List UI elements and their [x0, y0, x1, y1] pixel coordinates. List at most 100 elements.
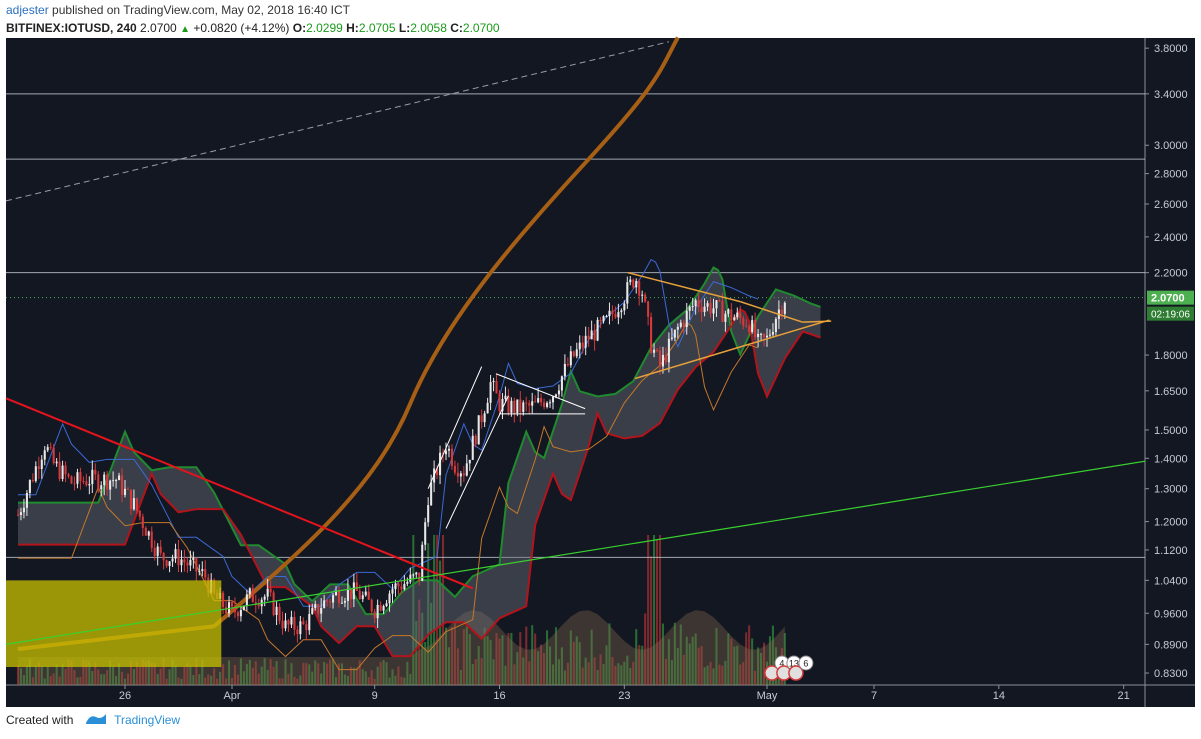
volume-bar	[370, 670, 373, 685]
candle-body	[112, 480, 115, 482]
candle-body	[28, 480, 31, 494]
volume-bar	[204, 677, 207, 685]
volume-bar	[334, 677, 338, 685]
candle-body	[334, 591, 338, 596]
author-link[interactable]: adjester	[6, 3, 49, 17]
candle-body	[471, 435, 474, 460]
volume-bar	[251, 667, 254, 685]
volume-bar	[52, 673, 55, 685]
volume-bar	[611, 657, 614, 685]
volume-bar	[629, 668, 632, 685]
candle-body	[120, 475, 124, 496]
high-value: 2.0705	[358, 21, 396, 35]
volume-bar	[415, 620, 418, 685]
candle-body	[626, 282, 629, 304]
orange-thin-line	[18, 322, 759, 671]
volume-bar	[290, 663, 293, 685]
candle-body	[126, 488, 130, 490]
volume-bar	[278, 678, 281, 685]
volume-bar	[106, 670, 109, 685]
volume-bar	[64, 668, 67, 685]
volume-bar	[239, 658, 242, 685]
event-markers[interactable]: 4 13 6	[764, 655, 814, 681]
candle-body	[531, 401, 534, 406]
volume-bar	[721, 665, 724, 685]
candle-body	[760, 333, 763, 335]
volume-bar	[100, 674, 103, 685]
y-tick-label: 2.2000	[1154, 268, 1188, 280]
tradingview-logo-icon[interactable]	[85, 713, 107, 728]
candle-body	[109, 480, 112, 490]
tradingview-link[interactable]: TradingView	[114, 713, 181, 727]
time-axis[interactable]	[6, 685, 1195, 707]
volume-bar	[257, 673, 260, 685]
x-tick-label: 16	[493, 690, 505, 702]
candle-body	[275, 606, 278, 616]
volume-bar	[281, 678, 284, 685]
candle-body	[103, 474, 106, 486]
volume-bar	[177, 677, 180, 685]
volume-bar	[397, 666, 400, 685]
volume-bar	[85, 660, 88, 685]
volume-bar	[165, 678, 168, 685]
countdown-tag-label: 02:19:06	[1151, 310, 1190, 321]
volume-bar	[456, 648, 459, 685]
y-tick-label: 2.8000	[1154, 169, 1188, 181]
volume-bar	[337, 663, 341, 685]
volume-bar	[73, 669, 76, 685]
countdown-tag	[1147, 306, 1194, 321]
candle-body	[37, 466, 40, 469]
candle-body	[323, 600, 326, 608]
candle-body	[64, 465, 67, 475]
volume-bar	[739, 664, 742, 685]
candle-body	[314, 604, 317, 609]
candle-body	[638, 281, 641, 296]
candle-body	[150, 531, 153, 548]
volume-bar	[186, 662, 189, 685]
candle-body	[183, 559, 186, 563]
candle-body	[504, 395, 507, 400]
candle-body	[189, 559, 192, 566]
volume-bar	[112, 666, 115, 685]
price-axis[interactable]	[1145, 38, 1195, 685]
volume-bar	[201, 659, 204, 685]
volume-bar	[537, 651, 540, 685]
volume-bar	[233, 664, 237, 685]
candle-body	[85, 481, 88, 486]
volume-bar	[427, 543, 430, 685]
candle-body	[608, 310, 611, 317]
volume-bar	[489, 640, 492, 685]
candle-body	[204, 569, 207, 578]
volume-bar	[34, 665, 37, 685]
volume-bar	[323, 662, 326, 685]
candle-body	[272, 592, 275, 616]
volume-bar	[551, 664, 555, 685]
volume-bar	[153, 662, 156, 685]
candle-body	[156, 546, 159, 556]
volume-bar	[587, 662, 590, 685]
volume-bar	[272, 666, 275, 685]
candle-body	[480, 415, 483, 423]
volume-bar	[168, 669, 171, 685]
volume-bar	[614, 665, 617, 685]
candle-body	[141, 516, 144, 528]
candle-body	[97, 474, 100, 490]
candle-body	[326, 600, 329, 602]
volume-bar	[340, 663, 344, 685]
candle-body	[88, 484, 91, 486]
y-tick-label: 2.6000	[1154, 199, 1188, 211]
volume-bar	[210, 675, 213, 685]
volume-bar	[433, 535, 436, 685]
volume-bar	[468, 634, 471, 685]
volume-bar	[590, 629, 593, 685]
volume-bar	[115, 676, 118, 685]
volume-bar	[284, 659, 287, 685]
volume-bar	[150, 662, 153, 685]
volume-bar	[700, 645, 703, 685]
volume-bar	[477, 645, 480, 685]
candle-body	[462, 473, 465, 476]
volume-bar	[617, 663, 620, 685]
volume-bar	[492, 659, 495, 685]
volume-bar	[635, 629, 638, 685]
